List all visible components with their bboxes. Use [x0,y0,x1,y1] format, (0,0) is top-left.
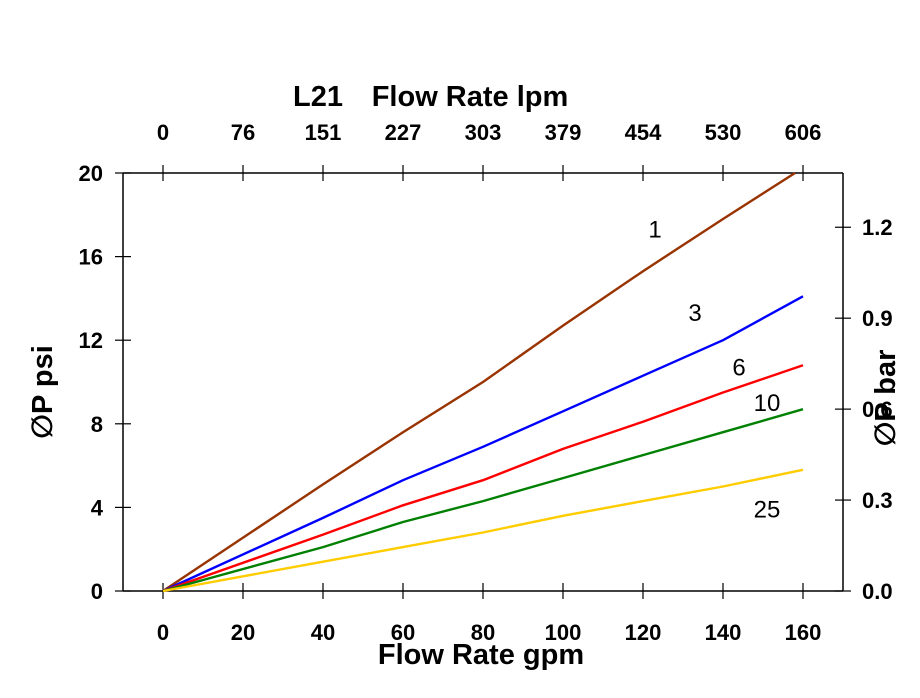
right-axis: 0.0 0.3 0.6 0.9 1.2 [835,215,893,604]
x-top-tick-label: 454 [625,120,662,145]
y-right-tick-label: 0.0 [862,579,893,604]
top-axis-title: Flow Rate lpm [372,81,569,113]
x-top-tick-label: 0 [157,120,169,145]
series-labels: 1 3 6 10 25 [648,216,780,523]
series-line-10 [162,408,804,593]
x-top-tick-label: 303 [465,120,502,145]
y-left-tick-label: 0 [91,579,103,604]
y-right-tick-label: 0.6 [862,397,893,422]
x-top-tick-label: 151 [305,120,342,145]
x-bottom-tick-label: 0 [157,620,169,645]
left-axis-title: ∅P psi [27,345,59,439]
y-left-tick-label: 12 [79,328,103,353]
x-bottom-tick-label: 100 [545,620,582,645]
series-line-1 [162,171,796,592]
x-bottom-tick-label: 80 [471,620,495,645]
series-lines [162,171,804,593]
y-left-tick-label: 16 [79,245,103,270]
bottom-axis: 0 20 40 60 80 100 120 140 160 [157,583,821,645]
series-label-25: 25 [754,496,781,523]
y-left-tick-label: 20 [79,161,103,186]
series-label-1: 1 [648,216,661,243]
x-top-tick-label: 227 [385,120,422,145]
right-axis-title: ∅P bar [870,350,902,447]
x-bottom-tick-label: 40 [311,620,335,645]
x-top-tick-label: 530 [705,120,742,145]
series-label-10: 10 [754,390,781,417]
top-axis: 0 76 151 227 303 379 454 530 606 [157,120,821,181]
y-right-tick-label: 0.9 [862,306,893,331]
y-left-tick-label: 8 [91,412,103,437]
x-top-tick-label: 379 [545,120,582,145]
x-bottom-tick-label: 140 [705,620,742,645]
series-label-6: 6 [732,354,745,381]
x-bottom-tick-label: 120 [625,620,662,645]
y-right-tick-label: 0.3 [862,488,893,513]
bottom-axis-title: Flow Rate gpm [378,639,584,671]
chart-title: L21 [293,81,343,113]
y-left-tick-label: 4 [91,495,104,520]
x-bottom-tick-label: 60 [391,620,415,645]
y-right-tick-label: 1.2 [862,215,893,240]
x-top-tick-label: 606 [785,120,822,145]
series-label-3: 3 [688,300,701,327]
series-line-25 [162,468,804,593]
series-line-6 [162,364,804,593]
x-top-tick-label: 76 [231,120,255,145]
x-bottom-tick-label: 160 [785,620,822,645]
series-line-3 [162,295,804,593]
x-bottom-tick-label: 20 [231,620,255,645]
left-axis: 0 4 8 12 16 20 [79,161,131,604]
